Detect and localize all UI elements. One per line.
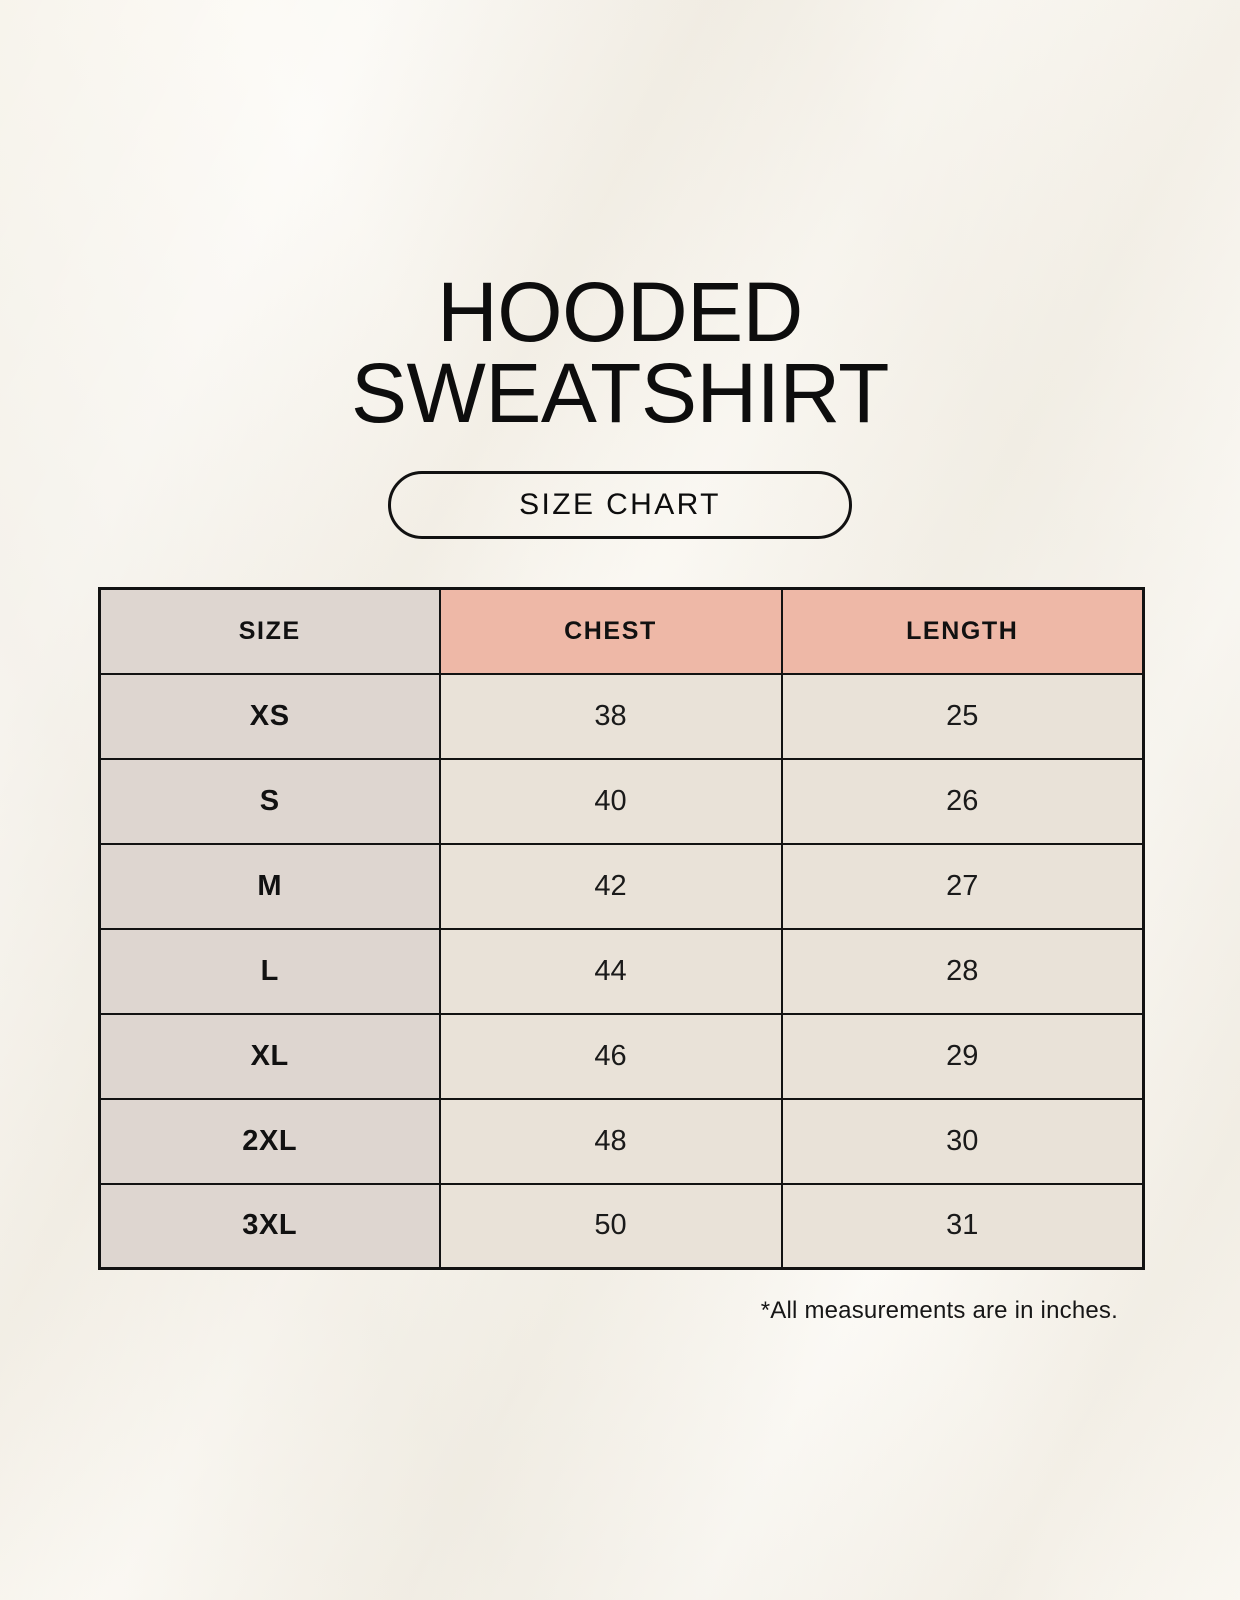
size-chart-badge-label: SIZE CHART [519,488,721,521]
cell-size: 2XL [98,1097,441,1185]
table-row: M 42 27 [98,842,1145,930]
table-row: 2XL 48 30 [98,1097,1145,1185]
size-chart-badge: SIZE CHART [388,471,852,539]
table-row: S 40 26 [98,757,1145,845]
column-header-size: SIZE [98,587,441,675]
cell-length: 27 [780,842,1145,930]
size-table-header: SIZE CHEST LENGTH [98,587,1145,675]
cell-size: S [98,757,441,845]
cell-length: 26 [780,757,1145,845]
size-chart-badge-container: SIZE CHART [0,471,1240,539]
cell-chest: 46 [438,1012,783,1100]
cell-length: 28 [780,927,1145,1015]
measurement-units-footnote: *All measurements are in inches. [760,1297,1118,1324]
cell-length: 25 [780,672,1145,760]
cell-size: XL [98,1012,441,1100]
table-row: 3XL 50 31 [98,1182,1145,1270]
cell-chest: 40 [438,757,783,845]
cell-size: XS [98,672,441,760]
page-title-line-1: HOODED [437,265,803,359]
cell-chest: 48 [438,1097,783,1185]
cell-length: 29 [780,1012,1145,1100]
page-title-line-2: SWEATSHIRT [351,345,889,440]
column-header-chest: CHEST [438,587,783,675]
cell-length: 30 [780,1097,1145,1185]
cell-length: 31 [780,1182,1145,1270]
cell-chest: 38 [438,672,783,760]
table-row: XS 38 25 [98,672,1145,760]
cell-size: L [98,927,441,1015]
page-title: HOODED SWEATSHIRT [0,265,1240,440]
size-table: SIZE CHEST LENGTH XS 38 25 S 40 26 M [98,587,1145,1270]
cell-size: M [98,842,441,930]
column-header-length: LENGTH [780,587,1145,675]
cell-chest: 50 [438,1182,783,1270]
cell-chest: 44 [438,927,783,1015]
table-row: XL 46 29 [98,1012,1145,1100]
cell-size: 3XL [98,1182,441,1270]
table-header-row: SIZE CHEST LENGTH [98,587,1145,675]
table-row: L 44 28 [98,927,1145,1015]
size-table-body: XS 38 25 S 40 26 M 42 27 L 44 28 [98,672,1145,1270]
size-table-container: SIZE CHEST LENGTH XS 38 25 S 40 26 M [98,587,1145,1270]
cell-chest: 42 [438,842,783,930]
